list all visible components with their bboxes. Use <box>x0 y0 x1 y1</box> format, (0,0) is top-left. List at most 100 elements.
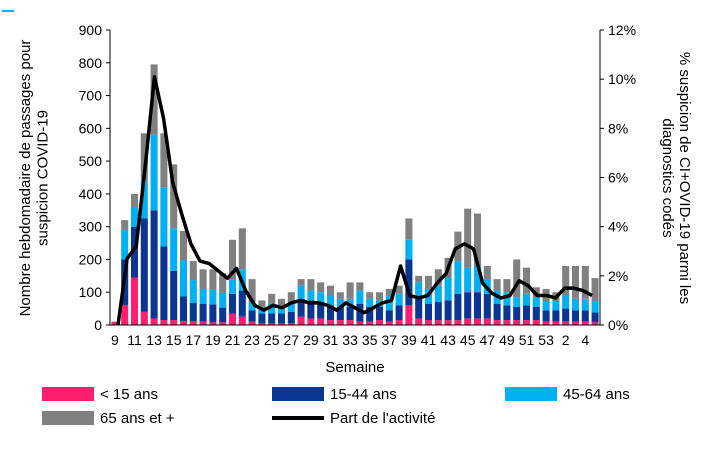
bar-segment-15-44-week-15 <box>170 270 178 321</box>
bar-segment-65-plus-week-13 <box>150 64 158 135</box>
bar-segment-under-15-week-46 <box>473 318 482 325</box>
bar-segment-under-15-week-52 <box>532 320 540 325</box>
bar-segment-45-64-week-32 <box>336 298 344 307</box>
bar-segment-65-plus-week-40 <box>415 275 423 283</box>
bar-segment-45-64-week-4 <box>581 298 589 311</box>
bar-segment-15-44-week-40 <box>415 297 423 319</box>
bar-segment-65-plus-week-48 <box>493 279 501 291</box>
bar-segment-under-15-week-51 <box>522 320 531 325</box>
y-left-tick-label: 500 <box>79 153 103 169</box>
bar-segment-under-15-week-50 <box>513 320 521 325</box>
x-tick-label: 33 <box>342 332 358 348</box>
bar-segment-65-plus-week-51 <box>522 267 531 294</box>
bar-segment-45-64-week-35 <box>366 298 374 307</box>
bar-segment-under-15-week-45 <box>464 318 472 325</box>
bar-segment-under-15-week-39 <box>405 305 413 325</box>
bar-segment-45-64-week-45 <box>464 267 472 293</box>
legend: < 15 ans 15-44 ans 45-64 ans 65 ans et +… <box>0 380 705 440</box>
bar-segment-under-15-week-35 <box>366 321 374 325</box>
y-left-tick-labels: 0 100 200 300 400 500 600 700 800 900 <box>79 22 110 333</box>
bar-segment-65-plus-week-14 <box>160 133 168 188</box>
bar-segment-15-44-week-21 <box>228 293 237 314</box>
bar-segment-65-plus-week-42 <box>434 269 442 286</box>
bar-segment-45-64-week-1 <box>552 302 560 311</box>
legend-label-45-64: 45-64 ans <box>563 385 630 403</box>
bar-segment-65-plus-week-34 <box>356 282 364 291</box>
bar-segment-65-plus-week-28 <box>297 279 305 286</box>
bar-segment-15-44-week-32 <box>336 306 344 321</box>
legend-item-under-15: < 15 ans <box>42 384 158 404</box>
x-tick-label: 39 <box>401 332 417 348</box>
bar-segment-65-plus-week-18 <box>199 269 207 289</box>
bar-segment-45-64-week-16 <box>179 260 188 297</box>
y-right-tick-label: 12% <box>608 22 636 38</box>
bar-segment-15-44-week-25 <box>268 313 276 324</box>
x-tick-label: 11 <box>127 332 142 348</box>
y-right-tick-label: 4% <box>608 219 628 235</box>
bar-segment-45-64-week-23 <box>248 302 256 311</box>
legend-label-activity-share: Part de l'activité <box>330 409 436 427</box>
x-tick-label: 21 <box>225 332 241 348</box>
bar-segment-65-plus-week-50 <box>513 259 521 298</box>
bar-segment-under-15-week-48 <box>493 320 501 325</box>
bar-segment-under-15-week-26 <box>277 323 286 325</box>
bar-segment-15-44-week-26 <box>277 313 286 324</box>
x-tick-label: 29 <box>303 332 319 348</box>
bar-segment-15-44-week-28 <box>297 298 305 317</box>
bar-segment-15-44-week-41 <box>424 303 433 321</box>
bar-segment-15-44-week-23 <box>248 310 256 322</box>
x-tick-label: 31 <box>323 332 339 348</box>
bar-segment-under-15-week-38 <box>395 320 403 325</box>
bar-segment-under-15-week-37 <box>385 321 393 325</box>
bar-segment-65-plus-week-36 <box>375 292 384 301</box>
bar-segment-65-plus-week-5 <box>591 278 599 302</box>
bar-segment-65-plus-week-47 <box>483 266 491 280</box>
bar-segment-under-15-week-15 <box>170 320 178 325</box>
legend-item-45-64: 45-64 ans <box>505 384 630 404</box>
bar-segment-45-64-week-42 <box>434 285 442 303</box>
bar-segment-15-44-week-24 <box>258 313 266 324</box>
y-left-tick-label: 800 <box>79 55 103 71</box>
bar-segment-15-44-week-48 <box>493 303 501 321</box>
bar-segment-15-44-week-50 <box>513 306 521 321</box>
bar-segment-under-15-week-40 <box>415 318 423 325</box>
bar-segment-65-plus-week-29 <box>307 279 315 291</box>
bar-segment-45-64-week-33 <box>346 298 354 307</box>
x-tick-label: 9 <box>111 332 119 348</box>
y-right-tick-label: 8% <box>608 120 628 136</box>
bar-segment-under-15-week-14 <box>160 320 168 325</box>
bar-segment-45-64-week-11 <box>130 207 139 227</box>
bar-segment-under-15-week-1 <box>552 321 560 325</box>
bar-segment-65-plus-week-49 <box>503 279 511 293</box>
bar-segment-65-plus-week-38 <box>395 285 403 294</box>
y-left-tick-label: 200 <box>79 251 103 267</box>
bar-segment-under-15-week-22 <box>238 316 246 325</box>
bar-segment-15-44-week-27 <box>287 311 295 324</box>
bar-segment-65-plus-week-31 <box>326 285 335 296</box>
bar-segment-65-plus-week-39 <box>405 218 413 240</box>
bar-segment-15-44-week-1 <box>552 310 560 322</box>
x-tick-label: 53 <box>538 332 554 348</box>
bar-segment-under-15-week-5 <box>591 322 599 325</box>
bar-segment-15-44-week-11 <box>130 226 139 278</box>
bar-segment-under-15-week-18 <box>199 321 207 325</box>
y-right-tick-label: 0% <box>608 317 628 333</box>
bar-segment-under-15-week-43 <box>444 320 452 325</box>
bar-segment-45-64-week-17 <box>189 280 197 304</box>
bar-segment-65-plus-week-16 <box>179 230 188 261</box>
bar-segment-65-plus-week-10 <box>121 220 129 230</box>
bar-segment-45-64-week-25 <box>268 303 276 314</box>
x-tick-label: 35 <box>362 332 378 348</box>
legend-item-activity-share: Part de l'activité <box>272 408 435 428</box>
y-right-tick-labels: 0% 2% 4% 6% 8% 10% 12% <box>600 22 636 333</box>
bar-segment-15-44-week-46 <box>473 292 482 319</box>
bar-segment-65-plus-week-12 <box>140 133 148 181</box>
bar-segment-65-plus-week-45 <box>464 208 472 268</box>
bar-segment-65-plus-week-37 <box>385 288 393 296</box>
bar-segment-under-15-week-13 <box>150 318 158 325</box>
bar-segment-15-44-week-52 <box>532 306 540 321</box>
bar-segment-15-44-week-31 <box>326 305 335 321</box>
y-right-tick-label: 2% <box>608 268 628 284</box>
bar-segment-45-64-week-52 <box>532 297 540 307</box>
y-left-tick-label: 700 <box>79 88 103 104</box>
